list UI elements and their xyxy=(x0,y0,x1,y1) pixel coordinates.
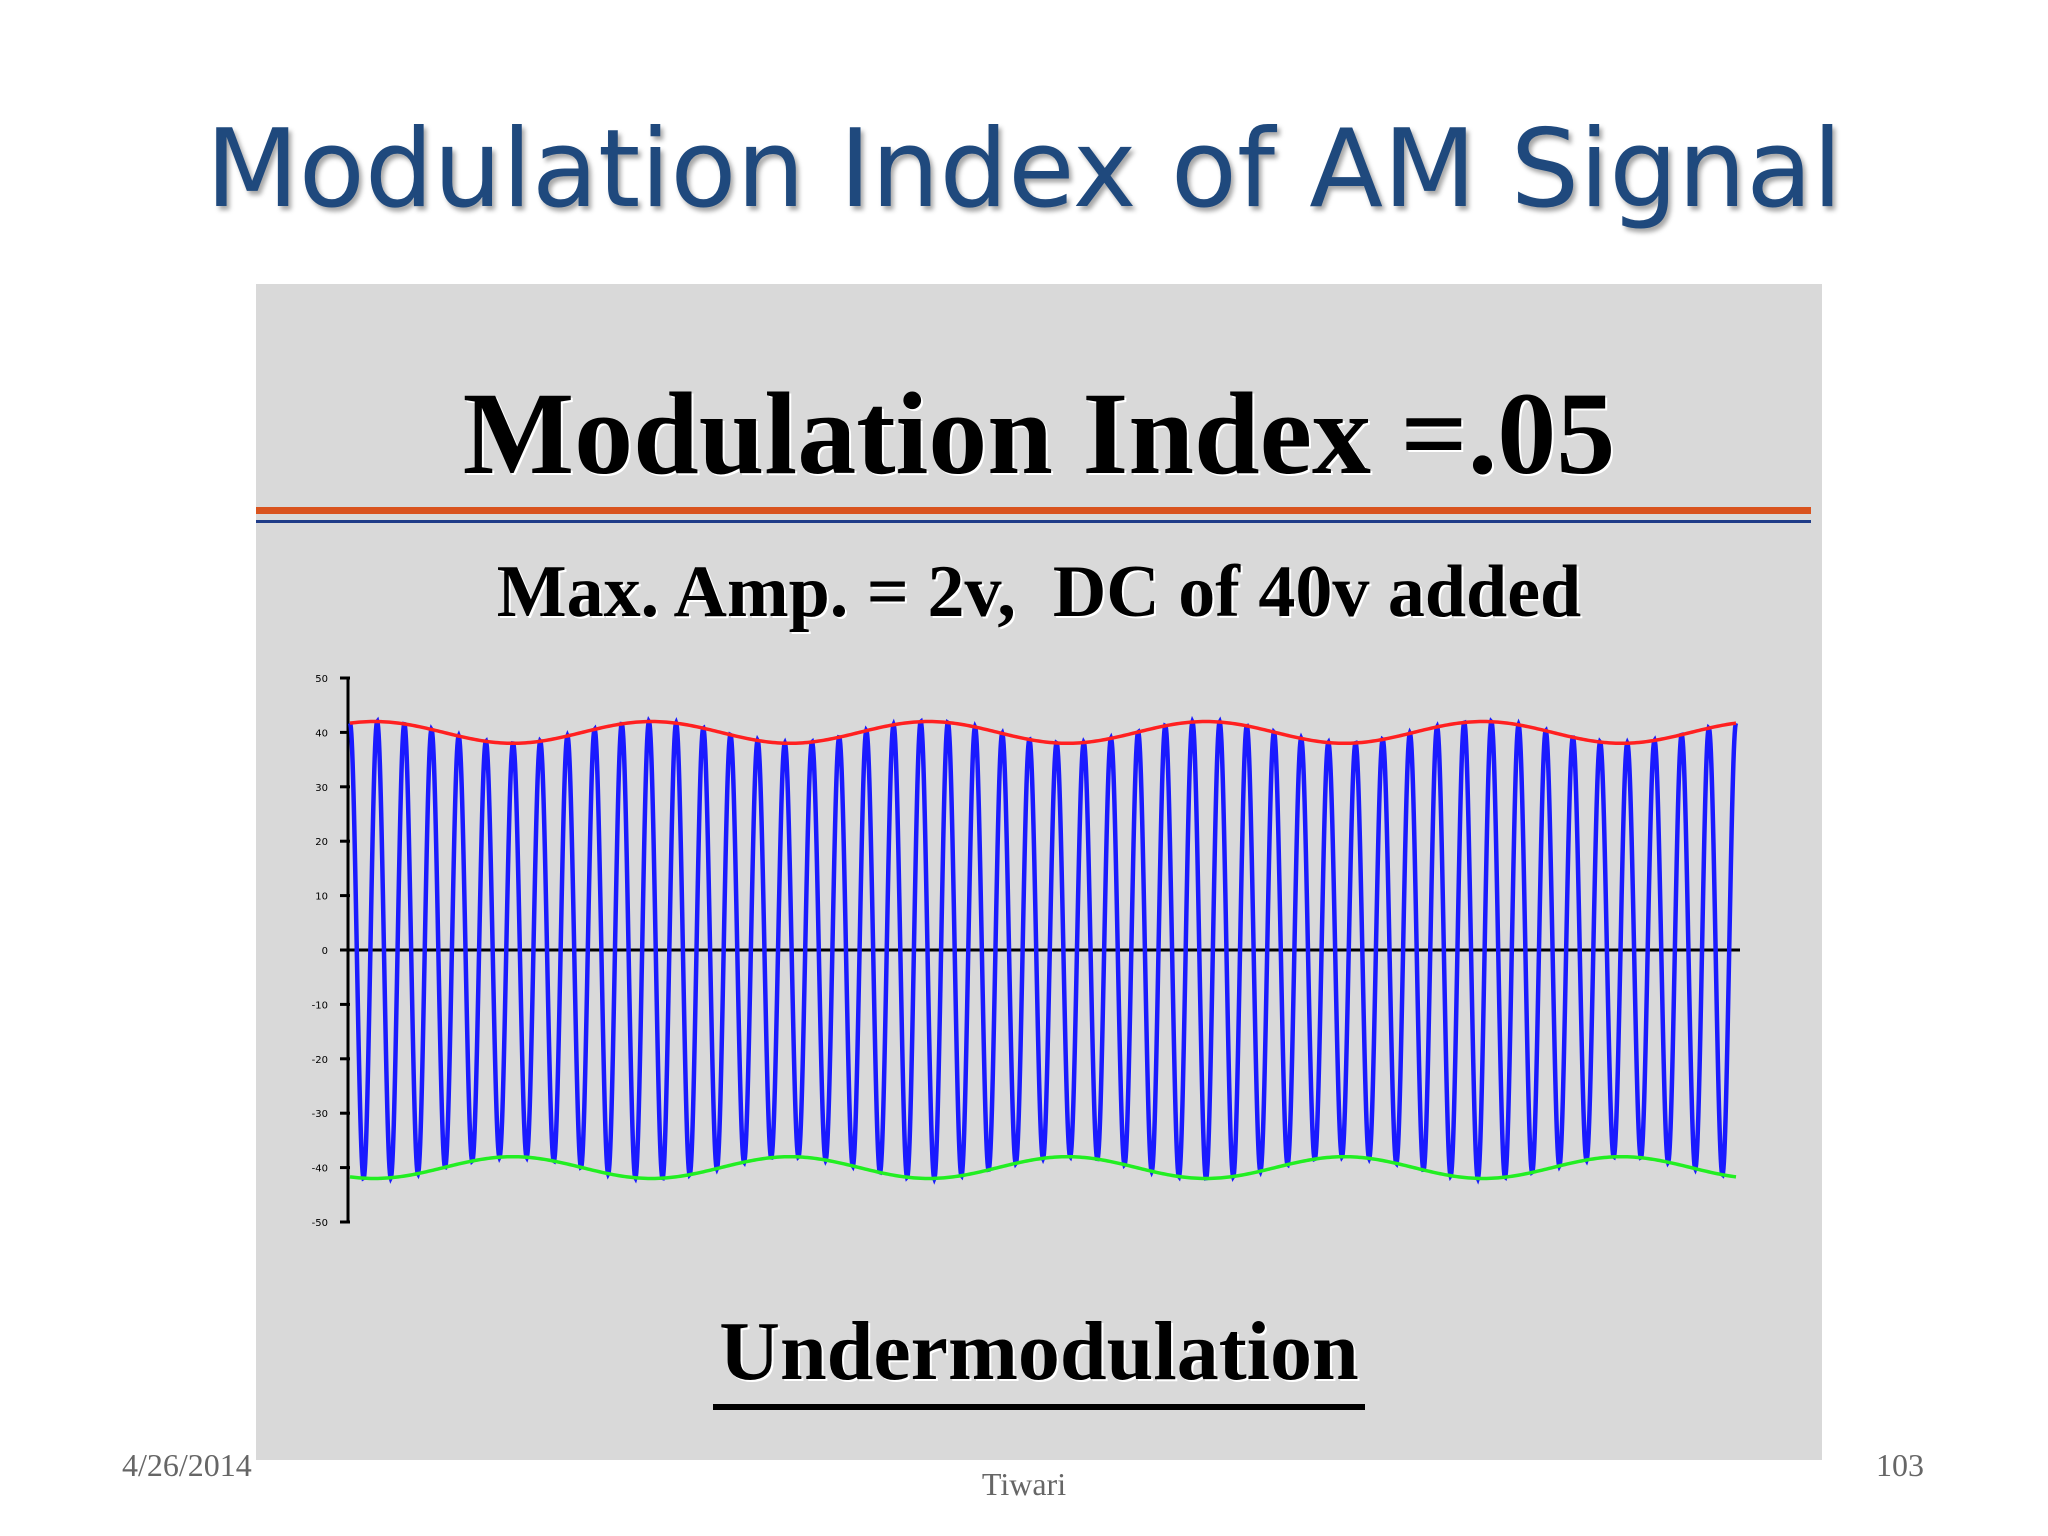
am-waveform-plot: 50 40 30 20 10 0 -10 -20 -30 -40 -50 xyxy=(312,674,1740,1229)
slide-title: Modulation Index of AM Signal xyxy=(205,107,1843,232)
y-tick-label: 50 xyxy=(315,674,328,685)
y-tick-label: -50 xyxy=(312,1218,328,1229)
heading-rule-secondary xyxy=(256,520,1811,523)
upper-envelope-line xyxy=(349,719,1737,746)
footer-date: 4/26/2014 xyxy=(122,1447,252,1483)
caption-text: Undermodulation xyxy=(713,1302,1365,1410)
figure-heading: Modulation Index =.05 xyxy=(462,368,1616,499)
modulation-figure: Modulation Index =.05 Max. Amp. = 2v, DC… xyxy=(256,284,1822,1460)
y-tick-label: -40 xyxy=(312,1164,328,1175)
y-tick-label: 40 xyxy=(315,728,328,739)
y-tick-label: -30 xyxy=(312,1109,328,1120)
page-number: 103 xyxy=(1876,1447,1924,1483)
y-tick-label: 20 xyxy=(315,837,328,848)
figure-subheading: Max. Amp. = 2v, DC of 40v added xyxy=(496,551,1582,633)
heading-rule xyxy=(256,507,1811,514)
lower-envelope-line xyxy=(349,1154,1737,1181)
y-tick-label: 0 xyxy=(322,946,328,957)
y-tick-label: -20 xyxy=(312,1055,328,1066)
y-tick-label: -10 xyxy=(312,1000,328,1011)
y-tick-label: 10 xyxy=(315,892,328,903)
footer-author: Tiwari xyxy=(981,1466,1067,1502)
y-tick-label: 30 xyxy=(315,783,328,794)
figure-caption: Undermodulation xyxy=(256,1302,1822,1410)
